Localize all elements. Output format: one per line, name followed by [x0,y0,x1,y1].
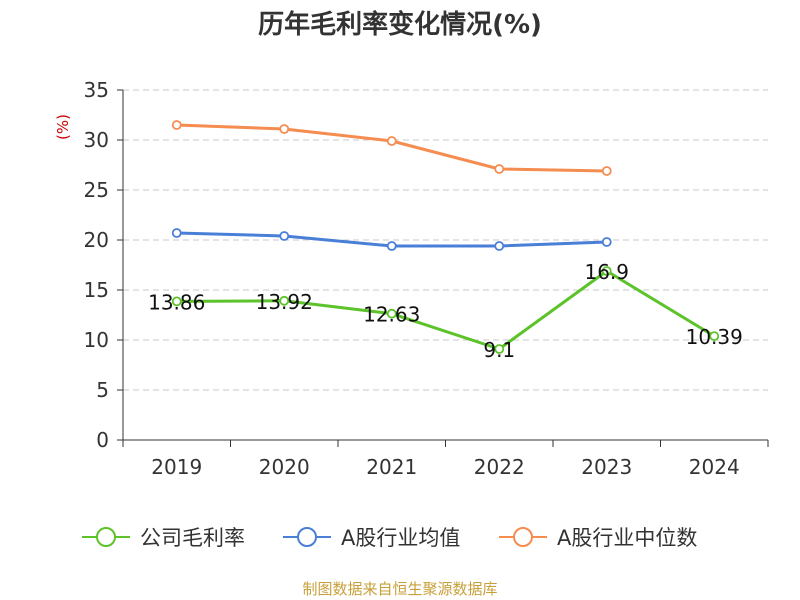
data-point [601,166,612,176]
data-point [494,344,505,354]
data-point [279,124,290,134]
y-tick-label: 0 [96,428,109,452]
data-label: 16.9 [584,260,629,284]
legend-label: A股行业中位数 [557,526,697,550]
x-tick-label: 2024 [689,455,740,479]
x-tick-label: 2022 [474,455,525,479]
series-line-2 [176,123,607,173]
data-point [171,296,182,307]
x-tick-label: 2021 [366,455,417,479]
y-tick-label: 10 [84,328,109,352]
legend-label: A股行业均值 [341,526,460,550]
data-point [494,241,505,251]
legend-label: 公司毛利率 [140,526,245,550]
data-point [171,228,182,238]
x-tick-label: 2023 [581,455,632,479]
data-point [279,231,290,241]
y-tick-label: 30 [84,128,109,152]
x-tick-label: 2019 [151,455,202,479]
data-point [386,136,397,146]
y-axis-unit: (%) [54,114,72,140]
series-line-0 [176,269,716,351]
data-point [709,331,720,342]
legend-marker [513,527,533,547]
y-tick-label: 25 [84,178,109,202]
legend-marker [96,527,116,547]
data-label: 13.86 [148,290,205,314]
data-point [601,266,612,276]
data-label: 13.92 [256,290,313,314]
y-tick-label: 20 [84,228,109,252]
data-point [386,241,397,251]
data-label: 9.1 [483,338,515,362]
data-label: 12.63 [363,303,420,327]
source-note: 制图数据来自恒生聚源数据库 [302,580,498,598]
data-point [171,120,182,130]
data-label: 10.39 [686,325,743,349]
y-tick-label: 15 [84,278,109,302]
data-point [279,295,290,306]
data-point [601,237,612,247]
legend-marker [297,527,317,547]
data-point [494,164,505,174]
x-tick-label: 2020 [259,455,310,479]
chart-title: 历年毛利率变化情况(%) [258,10,542,40]
y-tick-label: 35 [84,78,109,102]
y-tick-label: 5 [96,378,109,402]
data-point [386,308,397,319]
